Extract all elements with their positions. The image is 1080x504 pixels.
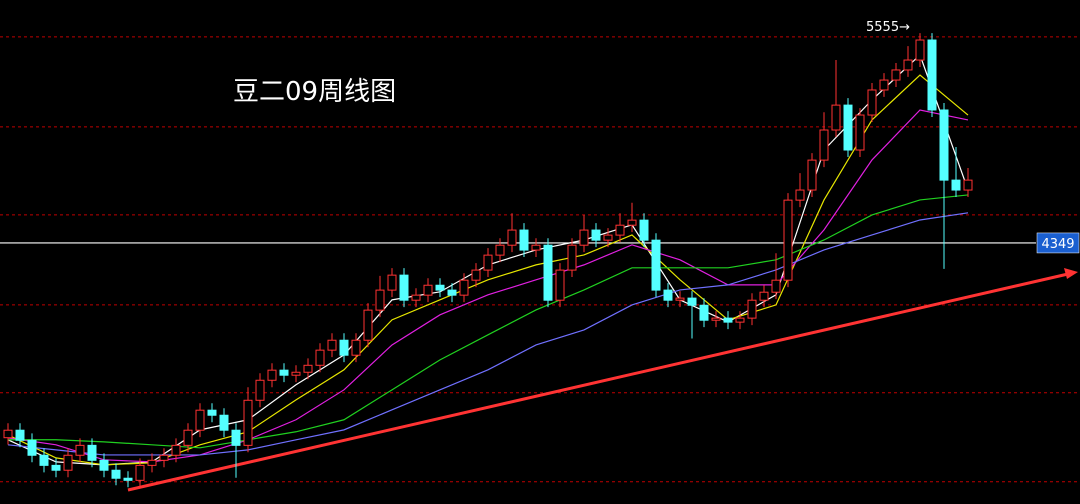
candle-body — [135, 464, 145, 481]
candle-body — [819, 129, 829, 161]
candle-body — [795, 189, 805, 201]
candle-body — [51, 464, 61, 471]
high-label: 5555→ — [866, 20, 910, 35]
chart-title: 豆二09周线图 — [233, 77, 396, 107]
price-label: 4349 — [1041, 237, 1074, 252]
candle-body — [459, 279, 469, 296]
candle-body — [267, 369, 277, 381]
candle-body — [543, 244, 553, 301]
candle-body — [771, 279, 781, 293]
candle-body — [3, 429, 13, 439]
candle-body — [39, 454, 49, 466]
candle-body — [483, 254, 493, 271]
candle-body — [963, 179, 973, 191]
candle-body — [891, 69, 901, 81]
candle-body — [915, 39, 925, 61]
candle-body — [75, 444, 85, 456]
candle-body — [615, 224, 625, 236]
candle-body — [927, 39, 937, 111]
candle-body — [579, 229, 589, 246]
candle-body — [843, 104, 853, 151]
candles — [3, 33, 973, 488]
candle-body — [327, 339, 337, 351]
candle-body — [555, 269, 565, 301]
candle-body — [219, 414, 229, 431]
candle-body — [627, 219, 637, 226]
grid — [0, 36, 1080, 483]
candle-body — [159, 454, 169, 461]
candle-body — [387, 274, 397, 291]
price-label-box — [1036, 232, 1080, 254]
candle-body — [639, 219, 649, 241]
trend-arrow — [1064, 268, 1078, 279]
candle-body — [531, 244, 541, 251]
candle-body — [87, 444, 97, 461]
candle-body — [747, 299, 757, 319]
candle-body — [123, 477, 133, 481]
candle-body — [303, 364, 313, 373]
candle-body — [399, 274, 409, 301]
candle-body — [495, 244, 505, 256]
candle-body — [675, 297, 685, 301]
candle-body — [783, 199, 793, 281]
candle-body — [255, 379, 265, 401]
candle-body — [195, 409, 205, 431]
candle-body — [279, 369, 289, 376]
candle-body — [711, 317, 721, 321]
candle-body — [147, 459, 157, 466]
candle-body — [567, 244, 577, 271]
candle-body — [243, 399, 253, 446]
candle-body — [375, 289, 385, 311]
candle-body — [603, 234, 613, 241]
moving-average-line — [8, 194, 969, 449]
candle-body — [807, 159, 817, 191]
candle-body — [507, 229, 517, 246]
candle-body — [591, 229, 601, 241]
candle-body — [171, 444, 181, 456]
candle-body — [99, 459, 109, 471]
candle-body — [111, 469, 121, 479]
candle-body — [231, 429, 241, 446]
candle-body — [411, 294, 421, 301]
candle-body — [831, 104, 841, 131]
candle-body — [183, 429, 193, 446]
trend-line — [127, 272, 1069, 492]
candle-body — [723, 317, 733, 323]
candle-body — [951, 179, 961, 191]
candle-body — [699, 304, 709, 321]
candle-body — [351, 339, 361, 356]
labels: 4349 5555→ — [866, 20, 1080, 254]
candle-body — [63, 454, 73, 471]
candle-body — [663, 289, 673, 301]
candle-body — [939, 109, 949, 181]
candle-body — [207, 409, 217, 416]
candle-body — [879, 79, 889, 91]
candle-body — [363, 309, 373, 341]
candle-body — [759, 291, 769, 301]
candle-body — [15, 429, 25, 441]
candle-body — [519, 229, 529, 251]
candle-body — [855, 114, 865, 151]
candle-body — [471, 269, 481, 281]
candle-body — [687, 297, 697, 306]
candle-body — [867, 89, 877, 116]
candle-body — [903, 59, 913, 71]
candle-body — [423, 284, 433, 296]
candle-body — [651, 239, 661, 291]
candle-body — [735, 317, 745, 323]
candle-body — [291, 371, 301, 376]
candle-body — [435, 284, 445, 291]
candle-body — [315, 349, 325, 366]
candle-body — [447, 289, 457, 296]
candle-body — [339, 339, 349, 356]
candle-body — [27, 439, 37, 456]
